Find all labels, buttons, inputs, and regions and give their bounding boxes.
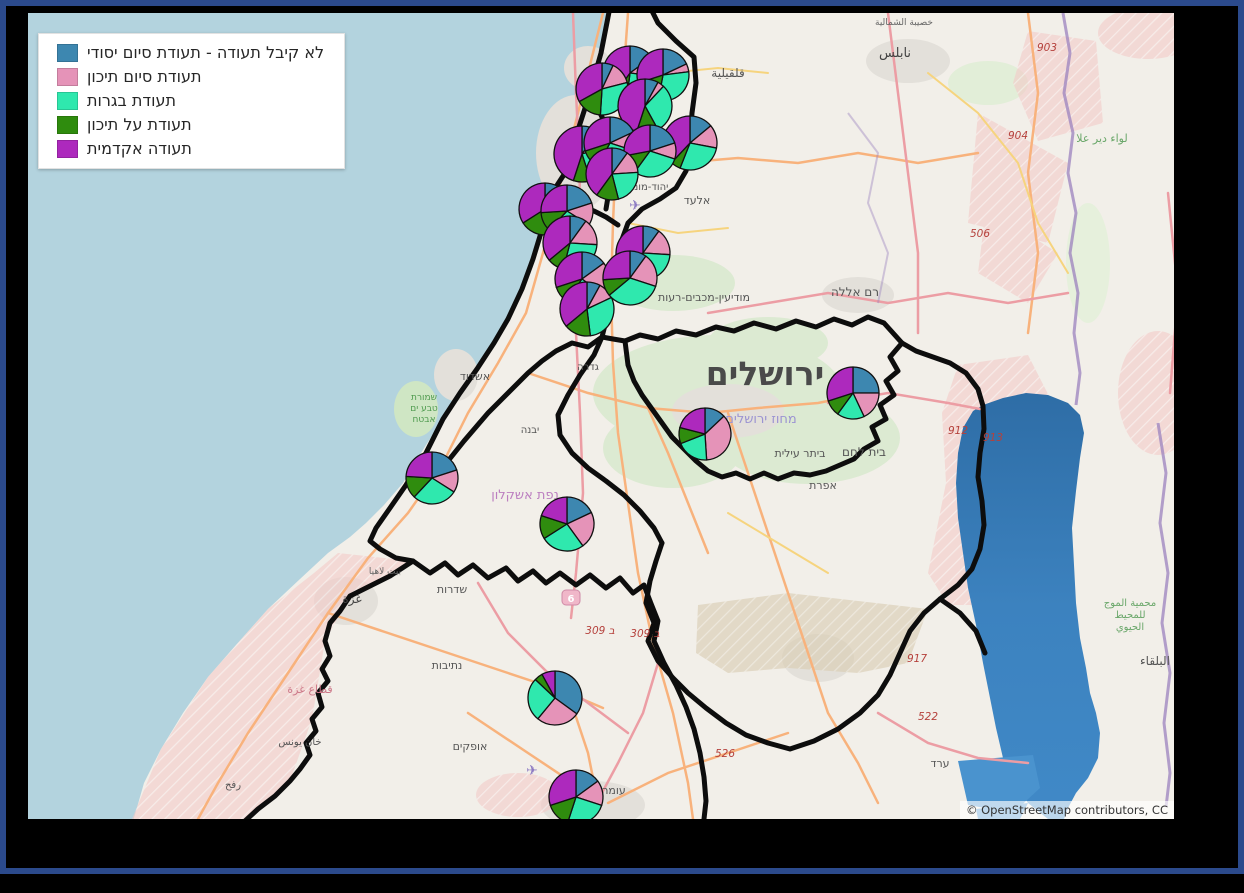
- pie-slice-bagrut: [586, 296, 615, 337]
- pie-slice-bagrut: [543, 523, 584, 552]
- dead-sea: [956, 393, 1100, 819]
- pie-slice-academic: [542, 215, 571, 261]
- pie-slice-academic: [679, 407, 706, 435]
- legend-swatch-bagrut: [57, 92, 78, 110]
- legend-item-academic: תעודה אקדמית: [57, 137, 334, 161]
- pie-slice-bagrut: [611, 171, 639, 200]
- pie-chart[interactable]: [405, 451, 459, 505]
- svg-text:6: 6: [568, 594, 575, 605]
- airplane-icon: ✈: [526, 763, 538, 779]
- pie-slice-bagrut: [413, 477, 455, 505]
- road-number: 913: [983, 432, 1003, 444]
- highway-6-badge: 6: [561, 589, 581, 606]
- legend-swatch-no_cert: [57, 44, 78, 62]
- map-icons-layer: ✈✈: [526, 198, 641, 779]
- pie-chart[interactable]: [548, 769, 604, 819]
- road-number: 522: [918, 711, 938, 723]
- pie-chart[interactable]: [539, 496, 595, 552]
- road-number: ב 309: [630, 628, 659, 640]
- road-number: 526: [715, 748, 735, 760]
- legend-label: תעודה אקדמית: [87, 139, 192, 158]
- mediterranean-sea: [28, 13, 609, 819]
- legend-label: תעודת בגרות: [87, 91, 176, 110]
- pie-slice-academic: [575, 62, 603, 103]
- legend-box: לא קיבל תעודה - תעודת סיום יסודי תעודת סי…: [38, 33, 345, 169]
- legend-swatch-post: [57, 116, 78, 134]
- pie-slice-academic: [540, 496, 568, 525]
- pie-slice-bagrut: [527, 678, 556, 720]
- tan-zone: [696, 593, 928, 673]
- pie-slice-academic: [548, 769, 577, 806]
- pie-slice-academic: [602, 250, 631, 281]
- pie-slice-academic: [540, 184, 568, 214]
- pie-slice-hs: [537, 697, 578, 726]
- pie-chart[interactable]: [527, 670, 583, 726]
- airplane-icon: ✈: [629, 198, 641, 214]
- legend-item-bagrut: תעודת בגרות: [57, 89, 334, 113]
- pie-slice-hs: [566, 511, 595, 547]
- pie-slice-bagrut: [608, 277, 657, 306]
- legend-label: לא קיבל תעודה - תעודת סיום יסודי: [87, 43, 325, 62]
- pie-chart[interactable]: [826, 366, 880, 420]
- pie-slice-bagrut: [679, 142, 718, 171]
- legend-label: תעודת סיום תיכון: [87, 67, 202, 86]
- pie-charts-layer: [405, 45, 880, 819]
- road-number: 903: [1037, 42, 1057, 54]
- legend-label: תעודת על תיכון: [87, 115, 192, 134]
- road-number: ב 309: [585, 625, 614, 637]
- pie-slice-academic: [553, 125, 583, 182]
- legend-swatch-academic: [57, 140, 78, 158]
- road-numbers-layer: 903 904 506 912 913 917 522 526 ב 309 ב 309 6: [561, 42, 1057, 760]
- pie-slice-bagrut: [568, 796, 603, 819]
- pie-slice-academic: [554, 251, 583, 288]
- osm-attribution: © OpenStreetMap contributors, CC: [959, 801, 1174, 819]
- pie-chart[interactable]: [602, 250, 658, 306]
- pie-chart[interactable]: [559, 281, 615, 337]
- road-number: 506: [970, 228, 990, 240]
- legend-item-no_cert: לא קיבל תעודה - תעודת סיום יסודי: [57, 41, 334, 65]
- pie-slice-hs: [704, 415, 732, 461]
- pie-chart[interactable]: [678, 407, 732, 461]
- road-number: 904: [1008, 130, 1028, 142]
- pie-slice-academic: [405, 451, 433, 479]
- pie-slice-academic: [585, 147, 613, 196]
- pie-chart[interactable]: [575, 62, 629, 116]
- road-number: 912: [948, 425, 968, 437]
- slide-border-frame: [0, 0, 1244, 874]
- map-canvas[interactable]: ירושלים מחוז ירושלים נפת אשקלון רם אללה בית …: [28, 13, 1174, 819]
- legend-swatch-hs: [57, 68, 78, 86]
- pie-slice-academic: [583, 116, 611, 152]
- legend-item-post: תעודת על תיכון: [57, 113, 334, 137]
- jordan-boundary: [847, 13, 1172, 808]
- pie-slice-academic: [826, 366, 854, 402]
- pie-chart[interactable]: [585, 147, 639, 201]
- pie-slice-academic: [559, 281, 588, 327]
- road-number: 917: [907, 653, 927, 665]
- pie-slice-academic: [541, 670, 556, 699]
- pie-chart[interactable]: [662, 115, 718, 171]
- legend-item-hs: תעודת סיום תיכון: [57, 65, 334, 89]
- pie-slice-no_cert: [852, 366, 880, 394]
- pie-slice-no_cert: [554, 670, 583, 715]
- pie-chart[interactable]: [623, 124, 677, 178]
- pie-slice-academic: [518, 182, 546, 224]
